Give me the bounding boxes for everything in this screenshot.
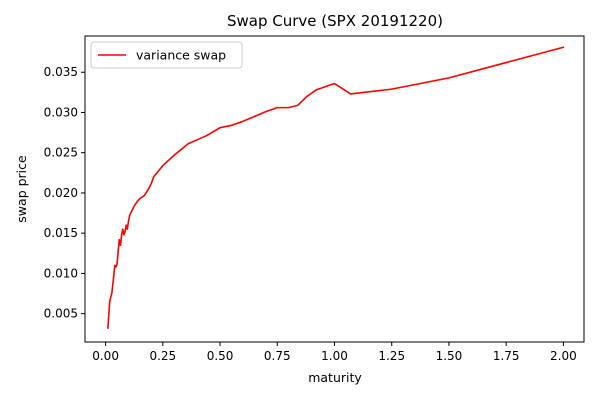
x-tick-label: 1.50 [436,349,463,363]
legend-box [90,41,243,69]
y-axis: 0.005 0.010 0.015 0.020 0.025 0.030 0.035 [44,65,85,321]
x-tick-label: 1.25 [378,349,405,363]
x-tick-label: 0.50 [207,349,234,363]
x-tick-label: 1.00 [321,349,348,363]
y-tick-label: 0.005 [44,307,78,321]
y-tick-label: 0.010 [44,266,78,280]
x-tick-label: 2.00 [550,349,577,363]
y-tick-label: 0.015 [44,226,78,240]
y-tick-label: 0.035 [44,65,78,79]
x-axis-label: maturity [308,370,362,385]
x-tick-label: 0.25 [149,349,176,363]
x-tick-label: 0.00 [92,349,119,363]
x-tick-label: 0.75 [264,349,291,363]
x-tick-label: 1.75 [493,349,520,363]
y-tick-label: 0.025 [44,146,78,160]
y-tick-label: 0.020 [44,186,78,200]
legend: variance swap [90,41,243,69]
series-layer [107,46,565,329]
plot-area [84,35,585,343]
y-axis-label: swap price [14,155,29,223]
x-axis: 0.00 0.25 0.50 0.75 1.00 1.25 1.50 1.75 2.00 [92,342,577,363]
y-tick-label: 0.030 [44,105,78,119]
chart-title: Swap Curve (SPX 20191220) [227,12,443,30]
plot-frame [84,35,585,343]
legend-label-variance-swap: variance swap [136,48,226,63]
series-line-variance-swap [107,46,565,329]
